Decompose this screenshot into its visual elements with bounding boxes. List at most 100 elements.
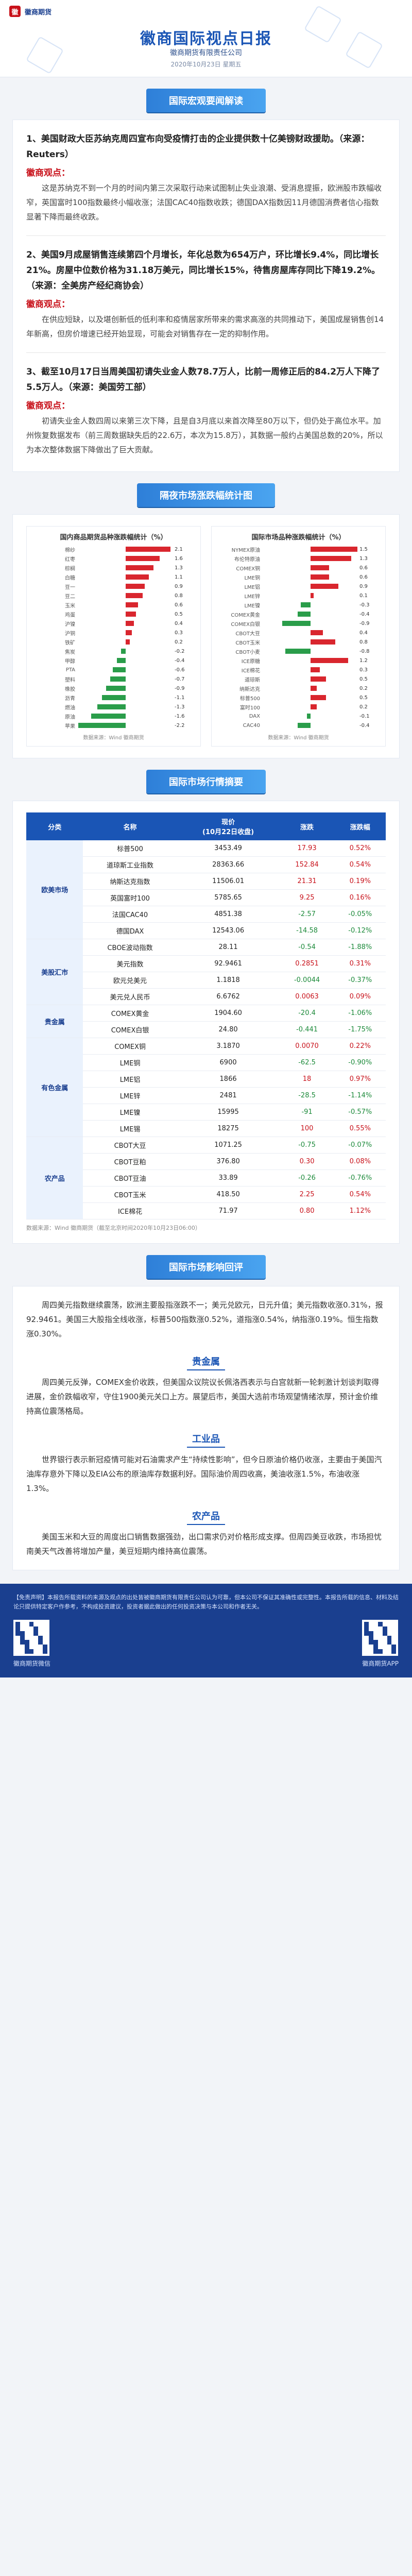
table-cell: -2.57 [279,906,335,923]
table-group-label: 美股汇市 [26,939,83,1005]
chart-category-label: 沥青 [65,696,75,702]
chart-row: COMEX黄金 -0.4 [217,609,380,619]
table-cell: 28363.66 [177,856,280,873]
table-source: 数据来源：Wind 徽商期货（截至北京时间2020年10月23日06:00） [26,1225,201,1231]
chart-category-label: 甲醇 [65,658,75,665]
table-cell: 0.80 [279,1202,335,1219]
table-cell: 152.84 [279,856,335,873]
chart-bar [97,704,126,709]
table-cell: -1.88% [334,939,386,956]
table-group-label: 农产品 [26,1137,83,1219]
review-agri-text: 美国玉米和大豆的周度出口销售数据强劲，出口需求仍对价格形成支撑。但周四美豆收跌，… [26,1532,382,1556]
table-cell: -0.07% [334,1137,386,1154]
table-cell: 0.97% [334,1071,386,1088]
table-row: COMEX白银 24.80 -0.441 -1.75% [26,1021,386,1038]
chart-bar [125,593,143,598]
table-group-label: 有色金属 [26,1038,83,1137]
table-cell: 0.16% [334,889,386,906]
chart-row: 白糖 1.1 [32,572,195,582]
chart-row: 富时100 0.2 [217,702,380,711]
table-row: LME铝 1866 18 0.97% [26,1071,386,1088]
chart-category-label: 标普500 [239,696,260,702]
chart-row: 原油 -1.6 [32,711,195,721]
chart-bar [106,686,126,691]
table-cell: 1071.25 [177,1137,280,1154]
table-cell: 0.22% [334,1038,386,1055]
chart-bar [101,695,126,700]
chart-category-label: LME锌 [244,594,260,600]
table-cell: -0.54 [279,939,335,956]
report-page: 徽 徽商期货 徽商国际视点日报 徽商期货有限责任公司 2020年10月23日 星… [0,0,412,1677]
chart-value-label: 1.3 [175,565,183,571]
chart-category-label: 沪铜 [65,631,75,637]
table-cell: 5785.65 [177,889,280,906]
review-card: 周四美元指数继续震荡，欧洲主要股指涨跌不一；美元兑欧元，日元升值；美元指数收涨0… [12,1286,400,1570]
chart-row: COMEX白银 -0.9 [217,619,380,628]
chart-bar [125,621,134,626]
table-cell: -0.76% [334,1170,386,1187]
table-cell: LME镍 [83,1104,177,1121]
table-cell: 标普500 [83,840,177,857]
table-cell: 0.30 [279,1153,335,1170]
chart-row: 甲醇 -0.4 [32,656,195,665]
chart-category-label: PTA [65,667,75,673]
chart-category-label: 豆一 [65,584,75,590]
chart-value-label: -0.8 [359,648,370,654]
chart-value-label: 0.9 [359,583,368,589]
table-row: CBOT豆粕 376.80 0.30 0.08% [26,1153,386,1170]
table-cell: 21.31 [279,873,335,890]
chart-value-label: 1.2 [359,657,368,664]
review-precious-text: 周四美元反弹，COMEX金价收跌，但美国众议院议长佩洛西表示与白宫就新一轮刺激计… [26,1378,379,1416]
table-cell: 0.54% [334,856,386,873]
table-cell: 美元指数 [83,955,177,972]
chart-category-label: LME铝 [244,584,260,590]
chart-row: 鸡蛋 0.5 [32,609,195,619]
table-cell: COMEX黄金 [83,1005,177,1022]
chart-row: 沪铜 0.3 [32,628,195,637]
chart-category-label: 棉纱 [65,547,75,553]
chart-value-label: 1.5 [359,546,368,552]
chart-category-label: LME镍 [244,603,260,609]
chart-bar [310,565,330,570]
chart-value-label: 0.6 [175,602,183,608]
chart-value-label: 0.8 [175,592,183,599]
chart-bar [310,704,317,709]
chart-category-label: NYMEX原油 [231,547,260,553]
chart-category-label: 豆二 [65,594,75,600]
table-cell: -0.441 [279,1021,335,1038]
review-industrial-text: 世界银行表示新冠疫情可能对石油需求产生“持续性影响”，但今日原油价格仍收涨，主要… [26,1455,382,1493]
table-cell: 12543.06 [177,922,280,939]
chart-value-label: -0.4 [359,722,370,728]
section-banner-review: 国际市场影响回评 [146,1255,266,1279]
table-cell: 法国CAC40 [83,906,177,923]
table-cell: 6900 [177,1054,280,1071]
chart-row: 燃油 -1.3 [32,702,195,711]
chart-value-label: 0.5 [175,611,183,617]
chart-row: 玉米 0.6 [32,600,195,609]
chart-bar [282,621,311,626]
chart-category-label: ICE原糖 [241,658,260,665]
chart-bar [310,658,348,663]
table-cell: 4851.38 [177,906,280,923]
company-logo-icon: 徽 [9,6,21,17]
chart-row: 豆二 0.8 [32,591,195,600]
chart-bar [298,612,311,617]
table-row: 有色金属 COMEX铜 3.1870 0.0070 0.22% [26,1038,386,1137]
table-row: LME镍 15995 -91 -0.57% [26,1104,386,1121]
report-footer: 【免责声明】本报告所载资料的来源及观点的出处皆被徽商期货有限责任公司认为可靠，但… [0,1584,412,1677]
table-cell: 376.80 [177,1153,280,1170]
chart-value-label: 0.6 [359,574,368,580]
table-row: 德国DAX 12543.06 -14.58 -0.12% [26,922,386,939]
chart-value-label: -0.7 [175,676,185,682]
table-cell: -0.26 [279,1170,335,1187]
table-row: ICE棉花 71.97 0.80 1.12% [26,1202,386,1219]
table-cell: -0.90% [334,1054,386,1071]
chart-row: LME铜 0.6 [217,572,380,582]
chart-bar [310,639,336,645]
chart-value-label: 0.6 [359,565,368,571]
chart-row: 道琼斯 0.5 [217,674,380,684]
table-row: 纳斯达克指数 11506.01 21.31 0.19% [26,873,386,890]
chart-row: NYMEX原油 1.5 [217,545,380,554]
table-cell: 2.25 [279,1186,335,1203]
chart-row: CAC40 -0.4 [217,721,380,730]
